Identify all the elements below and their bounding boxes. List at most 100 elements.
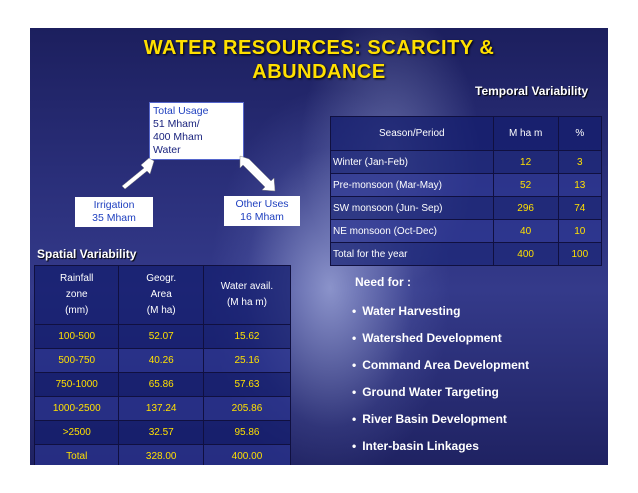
list-item: • Watershed Development: [352, 325, 529, 352]
total-usage-box: Total Usage 51 Mham/ 400 Mham Water: [149, 102, 244, 160]
column-header: Season/Period: [330, 116, 494, 151]
header-line: Geogr.: [146, 273, 177, 284]
table-cell: Total: [33, 444, 120, 465]
table-cell: 15.62: [202, 324, 292, 349]
list-item: • Command Area Development: [352, 352, 529, 379]
table-cell: 1000-2500: [33, 396, 120, 421]
table-cell: 296: [492, 196, 559, 220]
list-item-label: Command Area Development: [362, 358, 530, 372]
table-cell: 100: [557, 242, 603, 266]
table-cell: SW monsoon (Jun- Sep): [330, 196, 494, 220]
list-item-label: River Basin Development: [362, 412, 507, 426]
table-row: SW monsoon (Jun- Sep) 296 74: [330, 196, 603, 220]
table-row: Winter (Jan-Feb) 12 3: [330, 150, 603, 174]
total-usage-line-3: Water: [153, 144, 181, 156]
bullet-icon: •: [352, 304, 357, 318]
table-row: 1000-2500 137.24 205.86: [33, 396, 292, 421]
table-row: NE monsoon (Oct-Dec) 40 10: [330, 219, 603, 243]
arrow-to-other-uses: [239, 155, 276, 192]
header-line: (M ha): [146, 305, 176, 316]
table-cell: 205.86: [202, 396, 292, 421]
irrigation-box: Irrigation 35 Mham: [75, 197, 153, 227]
table-cell: 328.00: [118, 444, 204, 465]
column-header: Geogr. Area (M ha): [118, 265, 204, 325]
table-cell: 32.57: [118, 420, 204, 445]
irrigation-label: Irrigation: [93, 199, 135, 211]
temporal-variability-heading: Temporal Variability: [475, 84, 589, 98]
table-cell: 750-1000: [33, 372, 120, 397]
list-item: • Ground Water Targeting: [352, 379, 529, 406]
table-cell: 52.07: [118, 324, 204, 349]
table-cell: 100-500: [33, 324, 120, 349]
table-cell: Pre-monsoon (Mar-May): [330, 173, 494, 197]
title-line-2: ABUNDANCE: [252, 61, 386, 83]
table-row-total: Total for the year 400 100: [330, 242, 603, 266]
table-cell: >2500: [33, 420, 120, 445]
header-line: Rainfall: [60, 273, 94, 284]
table-row: >2500 32.57 95.86: [33, 420, 292, 445]
arrow-to-irrigation: [121, 157, 155, 190]
table-cell: 137.24: [118, 396, 204, 421]
table-row: 500-750 40.26 25.16: [33, 348, 292, 373]
table-cell: Total for the year: [330, 242, 494, 266]
table-cell: NE monsoon (Oct-Dec): [330, 219, 494, 243]
table-row: Pre-monsoon (Mar-May) 52 13: [330, 173, 603, 197]
slide: WATER RESOURCES: SCARCITY & ABUNDANCE Te…: [30, 28, 608, 465]
table-cell: 95.86: [202, 420, 292, 445]
list-item: • Inter-basin Linkages: [352, 433, 529, 460]
table-cell: Winter (Jan-Feb): [330, 150, 494, 174]
column-header: Rainfall zone (mm): [33, 265, 120, 325]
total-usage-line-1: 51 Mham/: [153, 118, 200, 130]
total-usage-heading: Total Usage: [153, 105, 209, 117]
table-cell: 74: [557, 196, 603, 220]
bullet-icon: •: [352, 385, 357, 399]
table-row: 750-1000 65.86 57.63: [33, 372, 292, 397]
need-for-list: • Water Harvesting • Watershed Development…: [352, 298, 529, 460]
header-line: Water avail.: [220, 281, 274, 292]
spatial-variability-heading: Spatial Variability: [37, 247, 137, 261]
table-cell: 40: [492, 219, 559, 243]
title-line-1: WATER RESOURCES: SCARCITY &: [143, 37, 495, 59]
bullet-icon: •: [352, 439, 357, 453]
slide-title: WATER RESOURCES: SCARCITY & ABUNDANCE: [30, 36, 608, 84]
table-cell: 52: [492, 173, 559, 197]
table-cell: 13: [557, 173, 603, 197]
other-uses-value: 16 Mham: [240, 211, 284, 223]
table-cell: 500-750: [33, 348, 120, 373]
table-row-total: Total 328.00 400.00: [33, 444, 292, 465]
header-line: (M ha m): [226, 297, 267, 308]
table-cell: 400.00: [202, 444, 292, 465]
total-usage-line-2: 400 Mham: [153, 131, 203, 143]
header-line: Area: [150, 289, 172, 300]
temporal-variability-table: Season/Period M ha m % Winter (Jan-Feb) …: [330, 116, 603, 266]
table-header-row: Rainfall zone (mm) Geogr. Area (M ha) Wa…: [33, 265, 292, 325]
spatial-variability-table: Rainfall zone (mm) Geogr. Area (M ha) Wa…: [33, 265, 292, 465]
bullet-icon: •: [352, 358, 357, 372]
table-cell: 40.26: [118, 348, 204, 373]
table-cell: 400: [492, 242, 559, 266]
header-line: (mm): [65, 305, 89, 316]
table-cell: 65.86: [118, 372, 204, 397]
bullet-icon: •: [352, 412, 357, 426]
need-for-heading: Need for :: [355, 275, 412, 289]
list-item-label: Ground Water Targeting: [362, 385, 499, 399]
other-uses-box: Other Uses 16 Mham: [224, 196, 300, 226]
other-uses-label: Other Uses: [235, 198, 289, 210]
list-item-label: Watershed Development: [362, 331, 502, 345]
table-cell: 3: [557, 150, 603, 174]
bullet-icon: •: [352, 331, 357, 345]
table-row: 100-500 52.07 15.62: [33, 324, 292, 349]
list-item: • River Basin Development: [352, 406, 529, 433]
irrigation-value: 35 Mham: [92, 212, 136, 224]
list-item-label: Water Harvesting: [362, 304, 461, 318]
list-item-label: Inter-basin Linkages: [362, 439, 479, 453]
table-cell: 12: [492, 150, 559, 174]
column-header: Water avail. (M ha m): [202, 265, 292, 325]
column-header: %: [557, 116, 603, 151]
column-header: M ha m: [492, 116, 559, 151]
list-item: • Water Harvesting: [352, 298, 529, 325]
table-header-row: Season/Period M ha m %: [330, 116, 603, 151]
table-cell: 57.63: [202, 372, 292, 397]
header-line: zone: [65, 289, 88, 300]
table-cell: 10: [557, 219, 603, 243]
